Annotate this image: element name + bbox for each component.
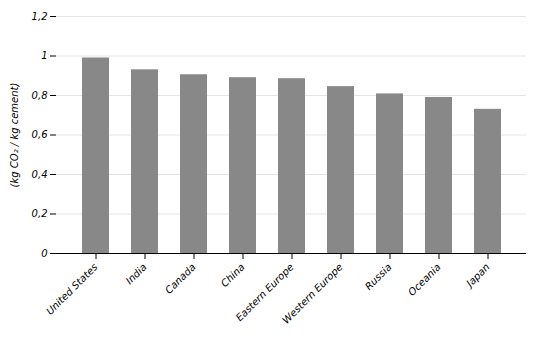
svg-text:India: India [124, 261, 149, 286]
svg-text:1: 1 [41, 50, 47, 61]
svg-text:China: China [219, 261, 247, 289]
svg-text:0,6: 0,6 [32, 129, 48, 140]
svg-text:(kg CO₂ / kg cement): (kg CO₂ / kg cement) [9, 83, 20, 188]
svg-text:0,8: 0,8 [32, 90, 48, 101]
svg-text:Canada: Canada [163, 261, 198, 296]
svg-text:0,4: 0,4 [32, 169, 48, 180]
svg-text:0: 0 [41, 248, 47, 259]
svg-text:Oceania: Oceania [406, 261, 443, 298]
svg-text:United States: United States [44, 261, 100, 317]
svg-text:0,2: 0,2 [32, 208, 48, 219]
svg-text:Western Europe: Western Europe [280, 261, 345, 326]
svg-text:1,2: 1,2 [32, 11, 48, 22]
svg-text:Japan: Japan [463, 261, 492, 290]
svg-text:Eastern Europe: Eastern Europe [233, 261, 296, 324]
svg-text:Russia: Russia [363, 261, 394, 292]
